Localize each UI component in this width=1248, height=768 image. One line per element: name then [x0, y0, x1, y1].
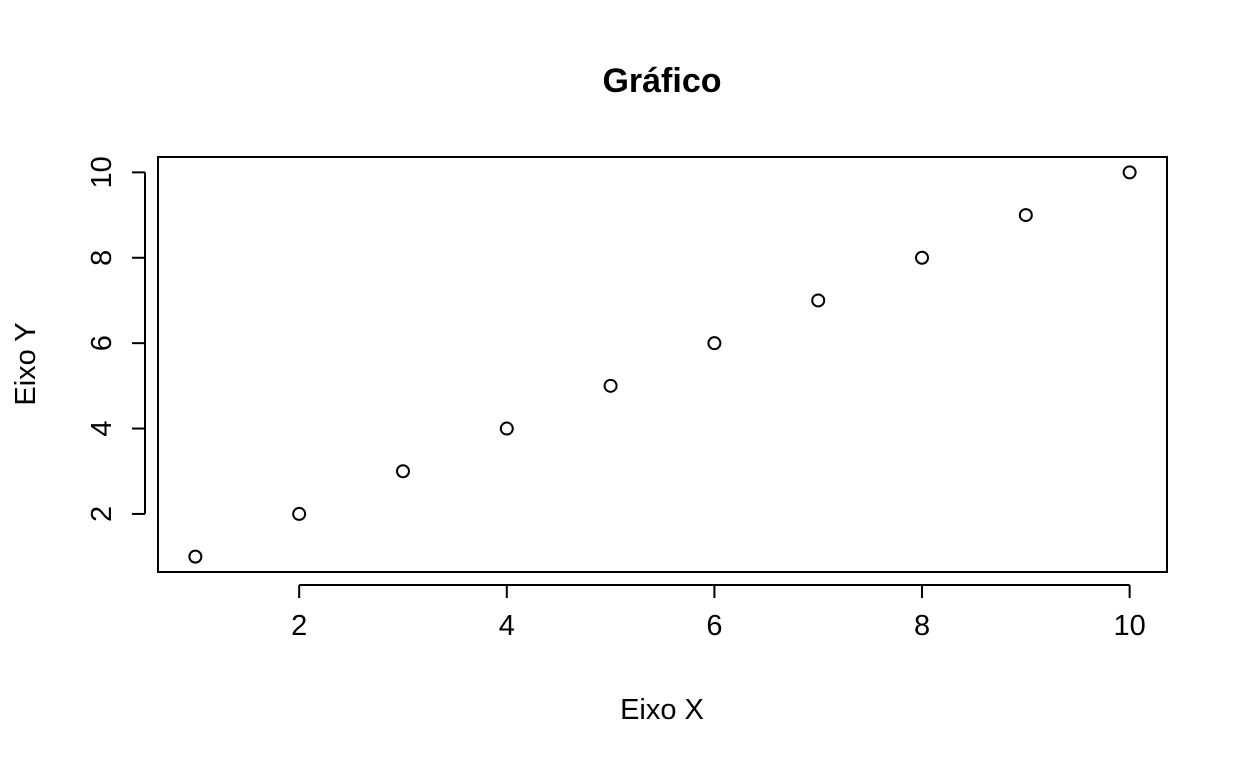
chart-title: Gráfico [602, 62, 721, 100]
y-tick-label: 6 [86, 335, 118, 351]
x-tick-label: 6 [706, 610, 722, 642]
data-point [499, 421, 514, 436]
data-point [188, 549, 203, 564]
x-tick-label: 2 [291, 610, 307, 642]
data-point [603, 378, 618, 393]
y-tick-label: 2 [86, 506, 118, 522]
x-axis-label: Eixo X [620, 694, 704, 726]
x-tick-label: 10 [1113, 610, 1145, 642]
data-point [1018, 208, 1033, 223]
y-axis-label: Eixo Y [10, 322, 42, 405]
y-tick-label: 8 [86, 250, 118, 266]
data-point [1122, 165, 1137, 180]
x-axis: 2 4 6 8 10 [291, 584, 1146, 642]
data-point [915, 250, 930, 265]
y-tick-label: 10 [86, 156, 118, 188]
plot-frame [157, 156, 1168, 573]
data-point [292, 506, 307, 521]
data-point [707, 336, 722, 351]
data-point [395, 464, 410, 479]
y-axis: 2 4 6 8 10 [86, 156, 146, 522]
data-point [811, 293, 826, 308]
x-tick-label: 4 [499, 610, 515, 642]
y-tick-label: 4 [86, 420, 118, 436]
data-points [188, 165, 1137, 564]
x-tick-label: 8 [914, 610, 930, 642]
